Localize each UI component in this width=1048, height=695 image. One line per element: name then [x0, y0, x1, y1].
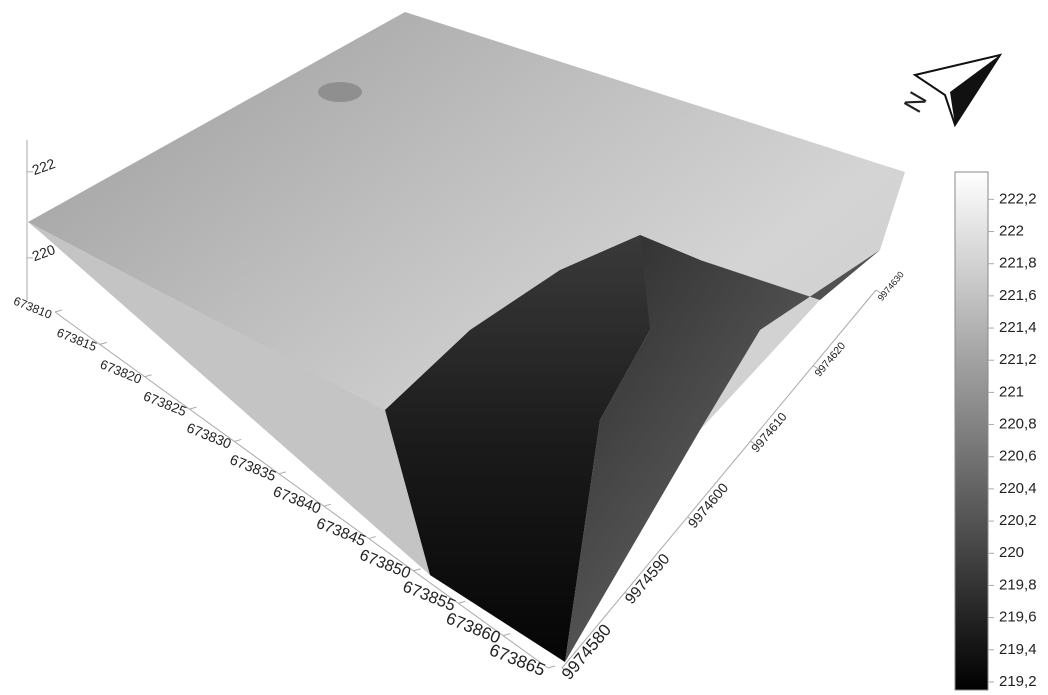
surface	[28, 12, 905, 662]
colorbar-tick-label: 219,6	[999, 609, 1037, 626]
north-arrow: N	[897, 55, 1000, 125]
colorbar-tick-label: 219,8	[999, 576, 1037, 593]
colorbar-tick-label: 220,2	[999, 512, 1037, 529]
colorbar-tick-label: 220,8	[999, 416, 1037, 433]
x-tick-label: 673820	[98, 357, 144, 387]
colorbar-tick-label: 220,4	[999, 480, 1037, 497]
colorbar-tick-label: 219,4	[999, 641, 1037, 658]
colorbar	[955, 172, 988, 690]
colorbar-tick-label: 221,6	[999, 287, 1037, 304]
colorbar-tick-label: 220,6	[999, 448, 1037, 465]
x-tick	[414, 569, 421, 571]
x-tick	[503, 634, 510, 636]
colorbar-tick-label: 220	[999, 544, 1024, 561]
x-tick	[324, 504, 331, 506]
colorbar-tick-label: 221,2	[999, 351, 1037, 368]
y-tick-label: 9974630	[876, 270, 906, 303]
colorbar-tick-label: 219,2	[999, 673, 1037, 690]
x-tick-label: 673840	[271, 483, 324, 518]
z-tick-label: 220	[30, 241, 58, 264]
x-tick-label: 673835	[227, 452, 278, 485]
x-tick-label: 673825	[141, 388, 188, 419]
colorbar-tick-label: 222	[999, 222, 1024, 239]
x-tick	[189, 407, 196, 409]
x-tick	[458, 601, 465, 603]
chart: N 222,2 222 221,8 221,6 221,4 221,2 221 220,8 22…	[0, 0, 1048, 695]
colorbar-tick-label: 222,2	[999, 190, 1037, 207]
y-tick-label: 9974590	[622, 551, 674, 608]
x-tick	[279, 472, 286, 474]
y-tick-label: 9974610	[748, 410, 789, 456]
x-tick	[548, 666, 555, 668]
x-tick	[100, 342, 107, 344]
x-tick-label: 673810	[12, 294, 55, 322]
x-tick-label: 673830	[184, 419, 234, 451]
z-tick-label: 222	[30, 155, 58, 178]
colorbar-tick-label: 221,8	[999, 255, 1037, 272]
colorbar-tick-label: 221	[999, 383, 1024, 400]
surface-feature	[318, 82, 362, 102]
x-tick	[369, 537, 376, 539]
y-tick-label: 9974600	[685, 480, 731, 531]
x-tick-label: 673845	[314, 515, 368, 550]
north-label: N	[897, 86, 932, 117]
colorbar-tick-label: 221,4	[999, 319, 1037, 336]
x-tick	[55, 310, 62, 312]
x-tick-label: 673815	[55, 326, 99, 355]
x-tick	[234, 439, 241, 441]
x-tick	[145, 375, 152, 377]
